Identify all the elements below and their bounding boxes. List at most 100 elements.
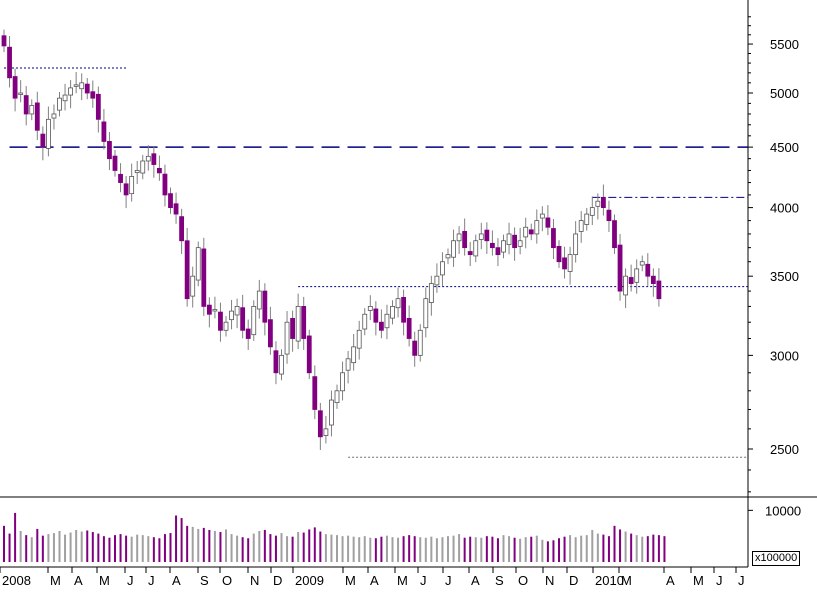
volume-bar [186,525,189,562]
volume-bar [641,536,644,562]
candle-down [179,216,185,242]
candle-up [129,176,135,195]
y-tick-label: 4500 [770,140,799,155]
volume-bar [480,537,483,562]
volume-bar [341,536,344,562]
volume-bar [619,529,622,562]
volume-bar [280,533,283,562]
candle-up [584,213,590,225]
volume-bar [119,534,122,562]
volume-bar [86,530,89,562]
candle-up [79,82,85,90]
candle-up [140,160,146,174]
volume-bar [591,529,594,562]
candle-down [512,234,517,249]
candle-up [295,306,301,342]
volume-bar [502,535,505,562]
x-tick-label: J [445,573,452,588]
x-tick-label: O [222,573,232,588]
candle-up [51,113,57,119]
volume-bar [30,537,33,562]
volume-bar [519,538,522,562]
volume-bar [175,515,178,562]
candle-up [329,399,334,426]
volume-bar [496,538,499,562]
y-tick-label: 4000 [770,201,799,216]
candle-up [517,240,523,247]
candle-up [589,207,595,216]
candle-down [273,350,279,374]
volume-bar [219,532,222,562]
volume-bar [541,539,544,562]
volume-bar [58,531,61,562]
candle-up [145,155,151,162]
candle-down [12,76,18,99]
volume-bar [646,536,649,562]
volume-bar [41,535,44,562]
candle-up [539,213,545,219]
candle-up [440,261,445,276]
candle-down [528,229,534,235]
volume-bar [447,536,449,562]
candle-up [229,310,234,321]
volume-bar [136,534,139,562]
candle-down [562,257,567,270]
volume-bar [452,535,455,562]
volume-bar [419,537,422,562]
volume-bar [3,525,5,562]
candle-down [373,308,379,323]
volume-bar [130,536,133,562]
candle-down [123,183,129,196]
candle-up [639,261,645,266]
volume-bar [624,531,627,562]
y-tick-label: 2500 [770,442,799,457]
candle-down [173,203,179,215]
x-tick-label: M [50,573,61,588]
x-tick-label: J [716,573,723,588]
candle-up [195,247,201,281]
volume-bar [430,536,433,562]
volume-bar [169,533,172,562]
volume-bar [336,535,338,562]
volume-bar [330,534,333,562]
price-candles [1,29,662,450]
volume-bar [52,533,55,562]
volume-tick-label: 10000 [765,503,801,518]
volume-bar [535,535,538,562]
x-tick-label: N [545,573,554,588]
volume-bar [80,531,83,562]
volume-bar [313,527,316,562]
candle-down [118,173,123,183]
volume-bar [574,537,577,562]
volume-bar [369,537,372,562]
volume-bar [14,512,17,562]
volume-bar [530,536,533,562]
candle-up [634,268,640,283]
volume-bar [413,536,416,562]
y-tick-label: 5500 [770,37,799,52]
volume-bar [630,533,633,562]
candle-down [406,317,412,339]
x-tick-label: 2009 [295,573,324,588]
volume-bar [602,534,605,562]
volume-bar [552,540,555,562]
candle-down [162,173,168,196]
candle-down [650,275,656,284]
volume-bar [252,533,255,562]
candle-down [412,340,418,356]
candle-up [473,240,479,257]
candle-down [656,280,662,300]
candle-down [612,220,617,249]
volume-bar [230,534,233,562]
candle-down [84,83,90,94]
candle-down [201,248,207,307]
candle-down [290,317,296,339]
candle-up [340,372,345,392]
candle-up [445,254,451,259]
volume-bar [69,532,72,562]
volume-bar [8,533,11,562]
volume-bar [64,534,67,562]
candle-up [279,354,284,375]
candle-down [23,95,29,115]
